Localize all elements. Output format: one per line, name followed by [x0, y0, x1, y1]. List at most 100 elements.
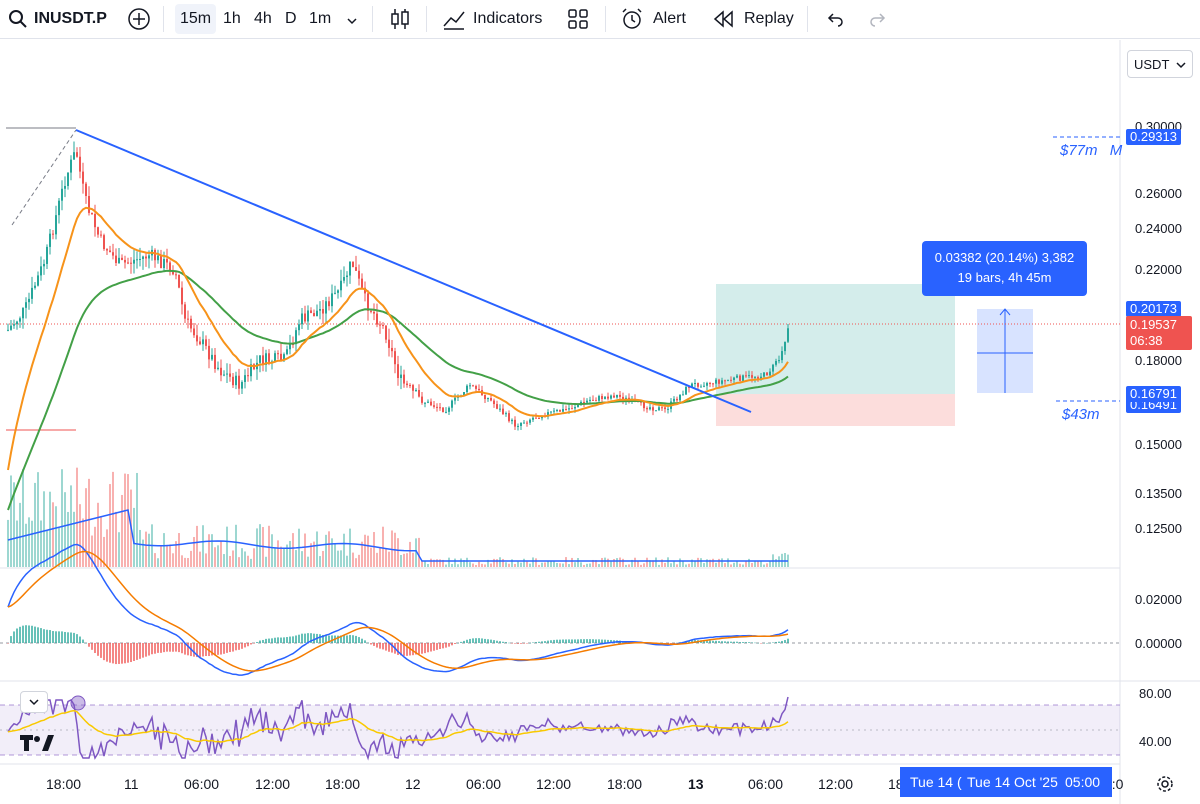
macd-histogram-bar [205, 643, 207, 657]
replay-button[interactable]: Replay [744, 10, 794, 27]
macd-histogram-bar [244, 643, 246, 648]
chevron-down-icon [29, 699, 39, 706]
currency-selector[interactable]: USDT [1127, 50, 1193, 78]
candle-body [493, 400, 495, 405]
volume-bar [652, 560, 654, 567]
candle-body [199, 341, 201, 345]
search-icon[interactable] [8, 9, 28, 34]
candles-icon[interactable] [388, 6, 412, 37]
redo-icon[interactable] [868, 9, 888, 34]
macd-histogram-bar [247, 643, 249, 647]
alarm-clock-icon[interactable] [620, 6, 646, 37]
settings-icon[interactable] [1156, 775, 1174, 798]
macd-histogram-bar [124, 643, 126, 664]
volume-bar [457, 564, 459, 567]
macd-tick: 0.00000 [1135, 636, 1182, 651]
candle-body [277, 353, 279, 355]
candle-body [610, 395, 612, 399]
interval-15m[interactable]: 15m [175, 4, 217, 34]
undo-icon[interactable] [825, 9, 845, 34]
collapse-pane-button[interactable] [20, 691, 48, 713]
volume-bar [346, 555, 348, 567]
volume-bar [625, 564, 627, 567]
volume-bar [445, 564, 447, 567]
long-position-stop-zone[interactable] [716, 394, 955, 426]
volume-bar [619, 557, 621, 567]
volume-bar [220, 540, 222, 567]
volume-bar [643, 563, 645, 567]
macd-histogram-bar [208, 643, 210, 657]
symbol-name[interactable]: INUSDT.P [34, 10, 107, 27]
candle-body [34, 285, 36, 288]
candle-body [73, 152, 75, 160]
macd-histogram-bar [721, 641, 723, 643]
macd-histogram-bar [433, 643, 435, 651]
candle-body [562, 409, 564, 412]
candle-body [763, 372, 765, 377]
candle-body [376, 313, 378, 325]
volume-bar [682, 561, 684, 567]
layouts-icon[interactable] [566, 7, 590, 36]
volume-bar [775, 559, 777, 567]
macd-histogram-bar [103, 643, 105, 661]
volume-bar [73, 511, 75, 567]
indicators-button[interactable]: Indicators [473, 10, 543, 27]
macd-histogram-bar [163, 643, 165, 653]
candle-body [205, 339, 207, 346]
replay-icon[interactable] [712, 9, 736, 34]
macd-histogram-bar [130, 643, 132, 663]
volume-bar [718, 558, 720, 567]
volume-bar [310, 543, 312, 567]
volume-bar [61, 469, 63, 567]
candle-body [106, 249, 108, 251]
candle-body [10, 325, 12, 330]
candle-body [157, 255, 159, 261]
macd-histogram-bar [487, 639, 489, 643]
volume-bar [496, 559, 498, 567]
macd-histogram-bar [346, 635, 348, 643]
candle-body [679, 394, 681, 401]
macd-histogram-bar [223, 643, 225, 654]
long-position-profit-zone[interactable] [716, 284, 955, 394]
candle-body [718, 379, 720, 384]
interval-d[interactable]: D [285, 10, 297, 27]
volume-bar [106, 529, 108, 567]
volume-bar [25, 523, 27, 567]
volume-bar [169, 544, 171, 567]
candle-body [19, 318, 21, 322]
indicators-icon[interactable] [441, 6, 467, 37]
candle-body [529, 419, 531, 423]
candle-body [268, 353, 270, 362]
volume-bar [52, 502, 54, 567]
time-tick: 13 [688, 776, 704, 792]
chevron-down-icon[interactable] [346, 13, 358, 31]
candle-body [598, 396, 600, 401]
alert-button[interactable]: Alert [653, 10, 686, 27]
candle-body [691, 383, 693, 388]
candle-body [121, 257, 123, 260]
macd-histogram-bar [592, 639, 594, 643]
macd-histogram-bar [268, 638, 270, 643]
macd-histogram-bar [511, 643, 513, 644]
candle-body [502, 408, 504, 415]
volume-bar [187, 557, 189, 567]
volume-bar [307, 556, 309, 567]
candle-body [418, 389, 420, 397]
interval-1h[interactable]: 1h [223, 10, 241, 27]
candle-body [586, 400, 588, 403]
price-tick: 0.13500 [1135, 486, 1182, 501]
macd-histogram-bar [298, 634, 300, 643]
add-symbol-icon[interactable] [127, 7, 151, 36]
interval-4h[interactable]: 4h [254, 10, 272, 27]
candle-body [664, 407, 666, 410]
candle-body [565, 409, 567, 411]
candle-body [709, 383, 711, 385]
candle-body [775, 361, 777, 365]
interval-1m[interactable]: 1m [309, 10, 332, 27]
volume-bar [205, 553, 207, 567]
time-tick: 06:00 [748, 776, 784, 792]
candle-body [178, 274, 180, 288]
trendline[interactable] [75, 129, 752, 413]
candle-body [646, 408, 648, 410]
